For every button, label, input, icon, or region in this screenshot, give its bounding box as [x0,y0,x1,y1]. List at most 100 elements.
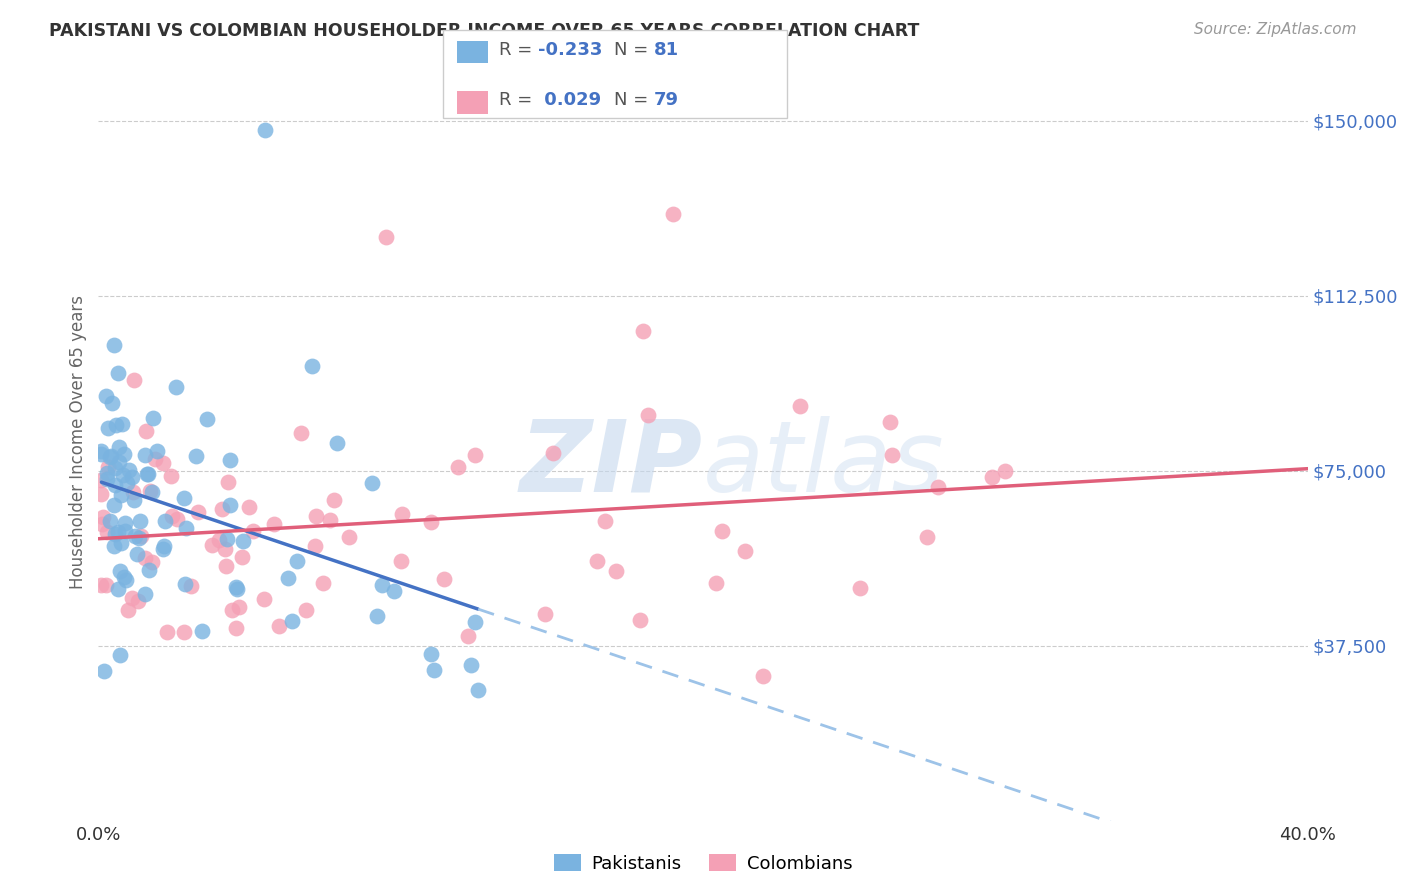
Point [586,554,609,568]
Point [994,464,1017,478]
Point [704,576,727,591]
Text: Source: ZipAtlas.com: Source: ZipAtlas.com [1194,22,1357,37]
Point [162,508,184,523]
Point [242,524,264,539]
Point [104,477,127,491]
Point [114,524,136,538]
Point [112,570,135,584]
Point [789,400,811,414]
Point [110,536,132,550]
Point [160,468,183,483]
Point [305,509,328,524]
Point [142,411,165,425]
Point [191,624,214,638]
Point [879,415,901,429]
Point [97,459,120,474]
Text: N =: N = [614,91,654,109]
Point [541,446,564,460]
Point [93,664,115,678]
Point [117,602,139,616]
Point [110,488,132,502]
Point [141,485,163,500]
Point [219,498,242,512]
Point [304,539,326,553]
Point [103,539,125,553]
Point [90,486,112,500]
Point [141,555,163,569]
Point [96,466,118,480]
Point [146,444,169,458]
Point [337,529,360,543]
Point [112,447,135,461]
Point [752,669,775,683]
Point [312,576,335,591]
Point [374,230,396,244]
Text: R =: R = [499,91,538,109]
Point [734,544,756,558]
Point [121,591,143,605]
Point [103,498,125,512]
Point [420,647,443,661]
Point [96,473,118,487]
Point [122,492,145,507]
Point [980,470,1002,484]
Point [153,539,176,553]
Point [628,613,651,627]
Point [849,581,872,595]
Point [180,579,202,593]
Point [94,578,117,592]
Point [225,580,247,594]
Point [322,492,344,507]
Point [382,584,405,599]
Point [104,418,127,433]
Point [631,324,654,338]
Point [238,500,260,515]
Point [134,587,156,601]
Point [927,480,949,494]
Point [326,436,349,450]
Point [101,396,124,410]
Point [90,578,112,592]
Point [710,524,733,538]
Point [290,426,312,441]
Point [184,449,207,463]
Y-axis label: Householder Income Over 65 years: Householder Income Over 65 years [69,294,87,589]
Text: atlas: atlas [703,416,945,513]
Point [285,554,308,568]
Point [217,475,239,490]
Point [103,337,125,351]
Point [90,447,112,461]
Point [174,521,197,535]
Point [231,550,253,565]
Point [108,455,131,469]
Point [215,558,238,573]
Point [138,563,160,577]
Point [166,512,188,526]
Point [173,625,195,640]
Point [277,571,299,585]
Point [301,359,323,373]
Point [110,648,132,663]
Point [100,449,122,463]
Text: N =: N = [614,41,654,59]
Point [433,573,456,587]
Point [281,614,304,628]
Point [464,615,486,630]
Point [124,529,146,543]
Point [253,123,276,137]
Point [201,538,224,552]
Point [232,533,254,548]
Text: 0.029: 0.029 [538,91,602,109]
Point [228,599,250,614]
Point [91,510,114,524]
Point [135,424,157,438]
Point [134,449,156,463]
Point [391,507,413,521]
Point [467,683,489,698]
Point [91,516,114,531]
Text: R =: R = [499,41,538,59]
Point [90,443,112,458]
Point [370,578,392,592]
Point [319,513,342,527]
Text: ZIP: ZIP [520,416,703,513]
